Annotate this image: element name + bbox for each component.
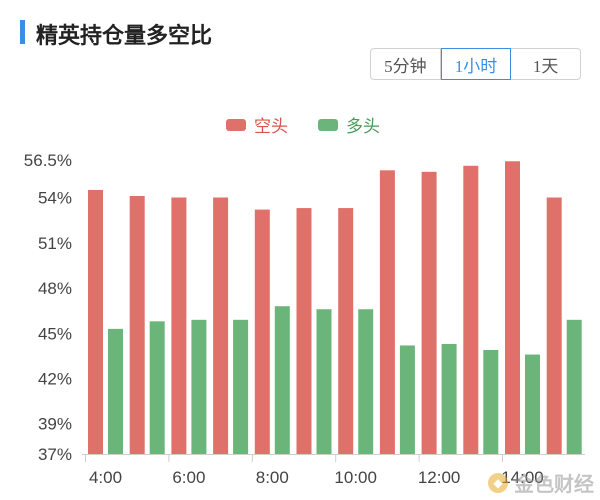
x-tick-label: 8:00 xyxy=(256,468,289,487)
watermark: ◆ 金色财经 xyxy=(488,468,594,497)
y-tick-label: 39% xyxy=(38,415,72,434)
y-tick-label: 54% xyxy=(38,189,72,208)
timeframe-5min-button[interactable]: 5分钟 xyxy=(371,49,441,79)
x-tick-label: 14:00 xyxy=(501,468,544,487)
bar-long xyxy=(566,319,582,454)
legend-item-short[interactable]: 空头 xyxy=(226,112,288,137)
x-tick-label: 4:00 xyxy=(89,468,122,487)
timeframe-1day-button[interactable]: 1天 xyxy=(532,56,559,76)
bar-short xyxy=(338,208,354,454)
bar-long xyxy=(108,328,123,454)
bar-long xyxy=(525,354,540,454)
bar-long xyxy=(191,319,207,454)
bar-long xyxy=(149,321,165,454)
bar-short xyxy=(296,208,312,454)
bar-short xyxy=(88,189,103,454)
bar-short xyxy=(546,197,562,454)
x-tick-label: 12:00 xyxy=(418,468,461,487)
watermark-text: 金色财经 xyxy=(514,474,594,496)
bar-long xyxy=(441,343,457,454)
y-tick-label: 51% xyxy=(38,234,72,253)
bar-short xyxy=(129,195,145,455)
watermark-logo-icon: ◆ xyxy=(488,472,508,493)
chart-legend: 空头 多头 xyxy=(226,112,380,137)
legend-swatch-long xyxy=(318,118,338,131)
y-tick-label: 56.5% xyxy=(24,151,72,170)
x-tick-label: 10:00 xyxy=(334,468,377,487)
y-tick-label: 42% xyxy=(38,370,72,389)
timeframe-1hour-button[interactable]: 1小时 xyxy=(440,48,512,80)
y-tick-label: 37% xyxy=(38,445,72,464)
legend-label-long: 多头 xyxy=(346,117,380,136)
bar-long xyxy=(483,350,499,454)
bar-short xyxy=(171,197,187,454)
bar-short xyxy=(254,209,270,454)
bar-long xyxy=(358,309,374,454)
bar-short xyxy=(463,165,479,455)
bar-long xyxy=(316,309,332,454)
bar-long xyxy=(274,306,290,454)
bar-short xyxy=(379,170,395,454)
bar-short xyxy=(421,171,437,454)
bar-short xyxy=(505,161,520,454)
y-tick-label: 48% xyxy=(38,279,72,298)
legend-swatch-short xyxy=(226,118,246,131)
timeframe-selector: 5分钟 1小时 1天 xyxy=(370,48,581,80)
legend-item-long[interactable]: 多头 xyxy=(318,112,380,137)
bar-short xyxy=(213,197,229,454)
page-title: 精英持仓量多空比 xyxy=(36,23,213,48)
title-accent-bar xyxy=(20,20,25,44)
x-tick-label: 6:00 xyxy=(172,468,205,487)
y-tick-label: 45% xyxy=(38,324,72,343)
legend-label-short: 空头 xyxy=(254,117,288,136)
bar-long xyxy=(233,319,249,454)
bar-long xyxy=(399,345,415,454)
